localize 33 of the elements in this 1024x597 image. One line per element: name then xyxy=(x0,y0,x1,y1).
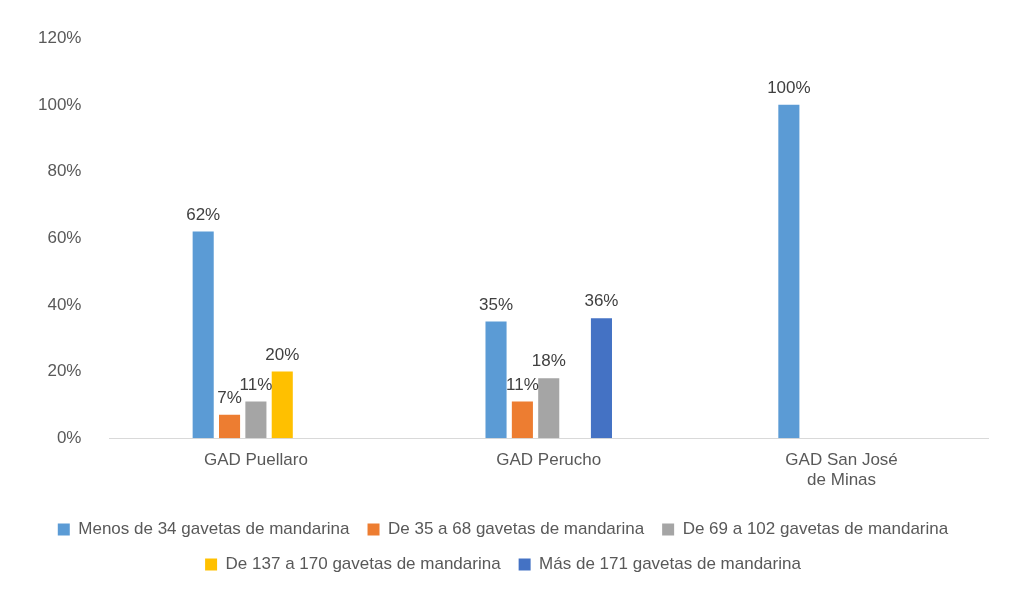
legend-label: Menos de 34 gavetas de mandarina xyxy=(78,519,351,539)
y-tick-label: 0% xyxy=(56,427,82,447)
y-tick-label: 60% xyxy=(47,227,82,247)
y-tick-label: 40% xyxy=(47,294,82,314)
x-tick-label: GAD Puellaro xyxy=(203,450,308,470)
data-label: 36% xyxy=(584,291,619,311)
bar xyxy=(219,414,241,439)
data-label: 62% xyxy=(186,204,221,224)
x-tick-label: GAD San José de Minas xyxy=(785,450,898,490)
legend-label: Más de 171 gavetas de mandarina xyxy=(539,554,802,574)
bar xyxy=(271,371,293,439)
bar xyxy=(590,318,612,439)
bar xyxy=(245,401,267,439)
y-tick-label: 120% xyxy=(38,27,82,47)
legend-label: De 69 a 102 gavetas de mandarina xyxy=(682,519,949,539)
bar xyxy=(778,104,800,439)
data-label: 11% xyxy=(506,374,539,394)
data-label: 20% xyxy=(265,344,300,364)
data-label: 100% xyxy=(767,78,811,98)
x-tick-label: GAD Perucho xyxy=(496,450,602,470)
bar xyxy=(192,231,214,439)
bar xyxy=(511,401,533,439)
y-tick-label: 80% xyxy=(47,161,82,181)
data-label: 7% xyxy=(217,388,242,408)
legend-label: De 137 a 170 gavetas de mandarina xyxy=(225,554,502,574)
data-label: 18% xyxy=(531,351,566,371)
bar xyxy=(485,321,507,439)
legend-label: De 35 a 68 gavetas de mandarina xyxy=(388,519,645,539)
data-label: 35% xyxy=(479,294,514,314)
bar xyxy=(538,378,560,439)
data-label: 11% xyxy=(239,374,273,394)
y-tick-label: 100% xyxy=(38,94,82,114)
y-tick-label: 20% xyxy=(47,361,82,381)
